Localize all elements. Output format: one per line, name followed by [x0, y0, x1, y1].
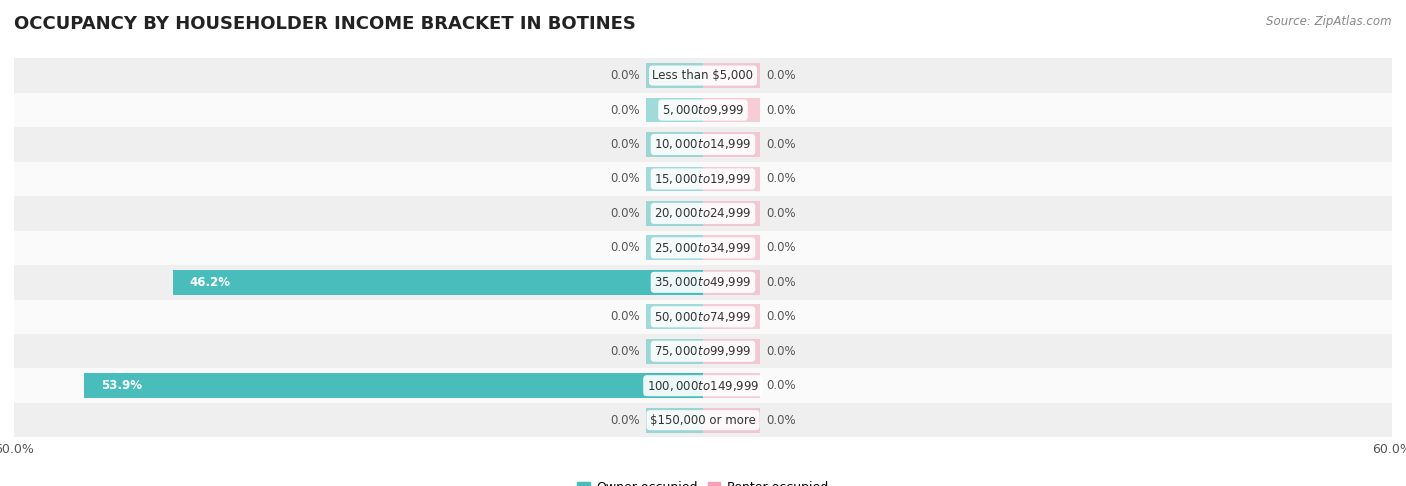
Text: $10,000 to $14,999: $10,000 to $14,999	[654, 138, 752, 152]
Bar	[645, 98, 703, 122]
Bar	[703, 63, 761, 88]
Bar	[14, 334, 1392, 368]
Bar	[14, 93, 1392, 127]
Text: $20,000 to $24,999: $20,000 to $24,999	[654, 207, 752, 220]
Bar	[645, 201, 703, 226]
Text: 46.2%: 46.2%	[190, 276, 231, 289]
Text: 0.0%: 0.0%	[766, 173, 796, 186]
Text: 0.0%: 0.0%	[610, 138, 640, 151]
Bar	[84, 373, 703, 398]
Legend: Owner-occupied, Renter-occupied: Owner-occupied, Renter-occupied	[572, 476, 834, 486]
Bar	[645, 339, 703, 364]
Bar	[14, 196, 1392, 231]
Text: 0.0%: 0.0%	[610, 242, 640, 254]
Text: 0.0%: 0.0%	[766, 138, 796, 151]
Bar	[645, 167, 703, 191]
Text: $100,000 to $149,999: $100,000 to $149,999	[647, 379, 759, 393]
Text: 0.0%: 0.0%	[610, 69, 640, 82]
Bar	[14, 127, 1392, 162]
Text: $25,000 to $34,999: $25,000 to $34,999	[654, 241, 752, 255]
Bar	[645, 304, 703, 329]
Text: $35,000 to $49,999: $35,000 to $49,999	[654, 276, 752, 289]
Text: $5,000 to $9,999: $5,000 to $9,999	[662, 103, 744, 117]
Text: OCCUPANCY BY HOUSEHOLDER INCOME BRACKET IN BOTINES: OCCUPANCY BY HOUSEHOLDER INCOME BRACKET …	[14, 15, 636, 33]
Text: 0.0%: 0.0%	[610, 173, 640, 186]
Text: 0.0%: 0.0%	[610, 345, 640, 358]
Bar	[703, 339, 761, 364]
Text: 0.0%: 0.0%	[766, 310, 796, 323]
Text: 0.0%: 0.0%	[766, 69, 796, 82]
Text: Less than $5,000: Less than $5,000	[652, 69, 754, 82]
Bar	[14, 368, 1392, 403]
Text: $15,000 to $19,999: $15,000 to $19,999	[654, 172, 752, 186]
Bar	[703, 373, 761, 398]
Bar	[645, 408, 703, 433]
Text: 0.0%: 0.0%	[610, 310, 640, 323]
Text: 0.0%: 0.0%	[766, 345, 796, 358]
Bar	[703, 201, 761, 226]
Bar	[14, 231, 1392, 265]
Bar	[703, 235, 761, 260]
Bar	[703, 304, 761, 329]
Text: 0.0%: 0.0%	[766, 207, 796, 220]
Bar	[14, 162, 1392, 196]
Text: $50,000 to $74,999: $50,000 to $74,999	[654, 310, 752, 324]
Text: 0.0%: 0.0%	[766, 414, 796, 427]
Text: 0.0%: 0.0%	[766, 104, 796, 117]
Text: 0.0%: 0.0%	[766, 276, 796, 289]
Bar	[703, 98, 761, 122]
Bar	[703, 167, 761, 191]
Bar	[703, 270, 761, 295]
Bar	[14, 403, 1392, 437]
Bar	[14, 265, 1392, 299]
Text: Source: ZipAtlas.com: Source: ZipAtlas.com	[1267, 15, 1392, 28]
Bar	[14, 58, 1392, 93]
Bar	[703, 408, 761, 433]
Text: 0.0%: 0.0%	[766, 379, 796, 392]
Bar	[703, 132, 761, 157]
Text: 0.0%: 0.0%	[610, 207, 640, 220]
Text: $150,000 or more: $150,000 or more	[650, 414, 756, 427]
Bar	[173, 270, 703, 295]
Text: 0.0%: 0.0%	[610, 414, 640, 427]
Text: 0.0%: 0.0%	[610, 104, 640, 117]
Bar	[14, 299, 1392, 334]
Text: 53.9%: 53.9%	[101, 379, 142, 392]
Bar	[645, 63, 703, 88]
Text: 0.0%: 0.0%	[766, 242, 796, 254]
Text: $75,000 to $99,999: $75,000 to $99,999	[654, 344, 752, 358]
Bar	[645, 132, 703, 157]
Bar	[645, 235, 703, 260]
